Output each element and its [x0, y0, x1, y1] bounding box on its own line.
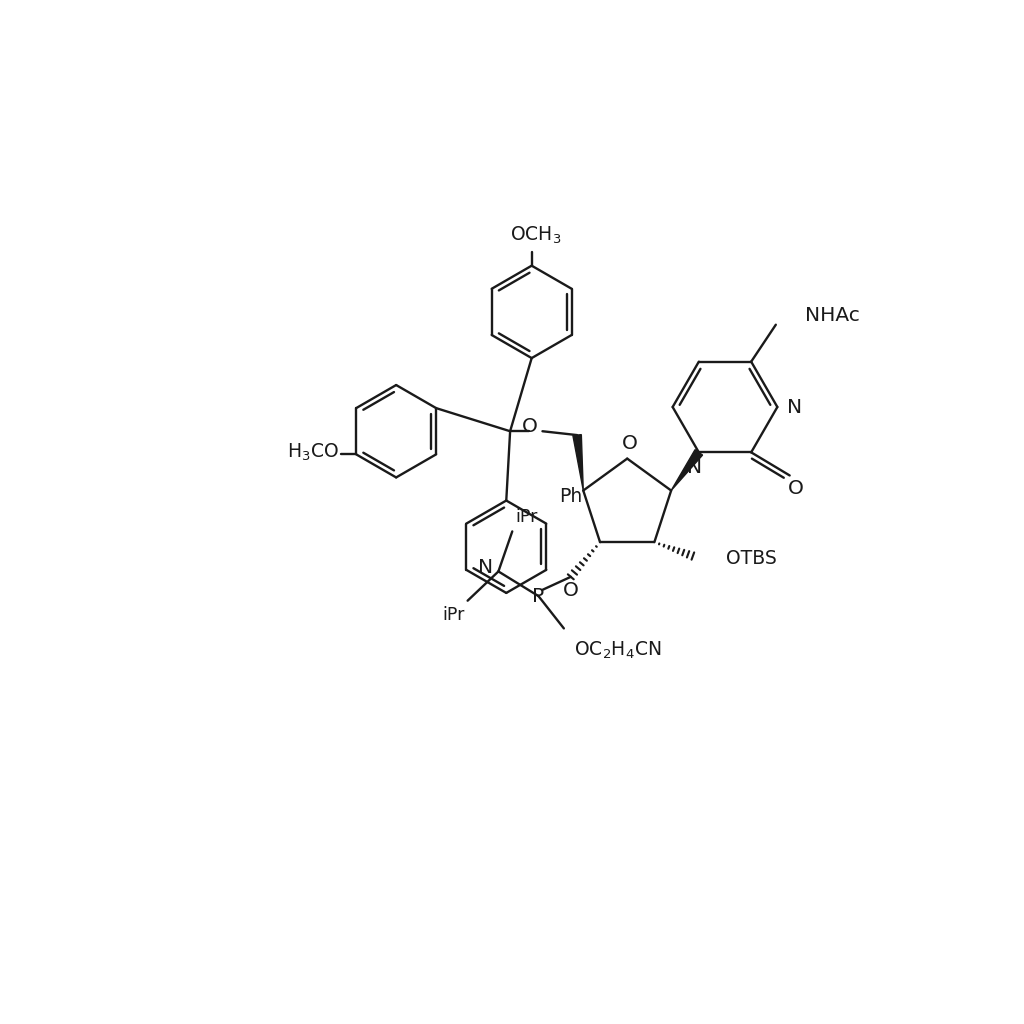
Text: NHAc: NHAc	[805, 306, 860, 325]
Text: OTBS: OTBS	[726, 549, 777, 568]
Text: N: N	[786, 397, 802, 417]
Text: iPr: iPr	[442, 606, 465, 625]
Text: OC$_2$H$_4$CN: OC$_2$H$_4$CN	[573, 640, 662, 662]
Text: O: O	[622, 434, 638, 453]
Polygon shape	[671, 450, 702, 490]
Text: O: O	[787, 479, 804, 498]
Polygon shape	[572, 434, 584, 490]
Text: O: O	[521, 417, 538, 436]
Text: O: O	[563, 582, 579, 600]
Text: OCH$_3$: OCH$_3$	[510, 225, 561, 247]
Text: P: P	[532, 587, 545, 605]
Text: Ph: Ph	[559, 487, 582, 506]
Text: iPr: iPr	[515, 508, 538, 525]
Text: N: N	[478, 558, 493, 578]
Text: H$_3$CO: H$_3$CO	[288, 442, 339, 464]
Text: N: N	[687, 459, 702, 477]
